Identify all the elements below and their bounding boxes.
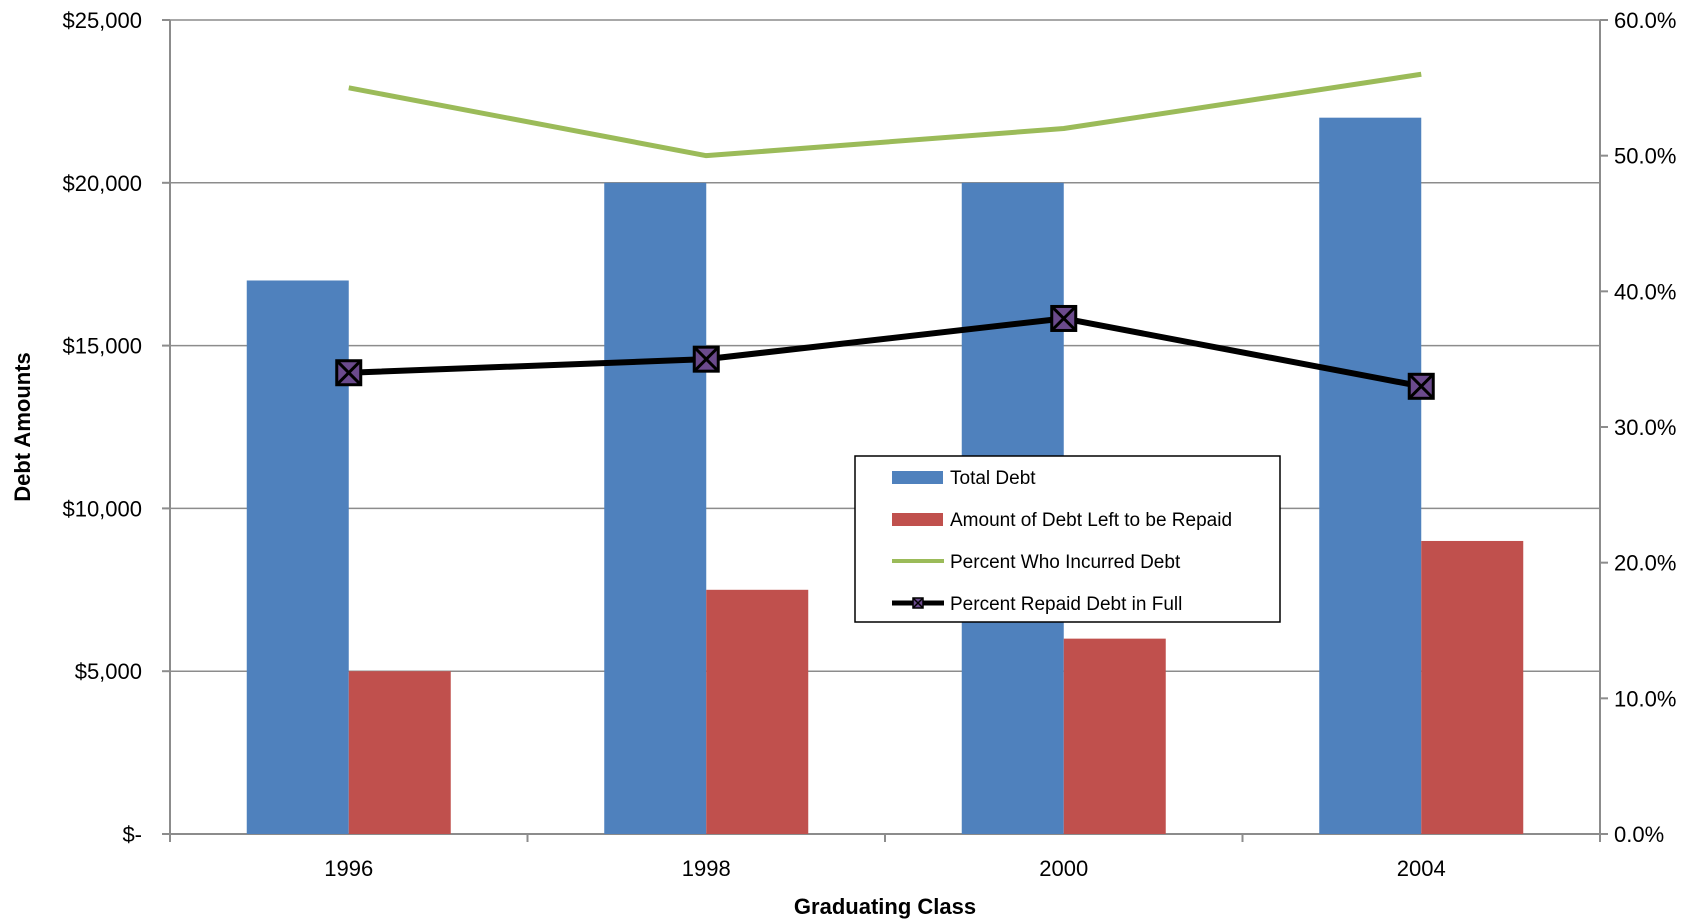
marker-x-percent-repaid-debt-in-full: [1050, 305, 1077, 332]
y2-tick-label: 20.0%: [1614, 551, 1676, 576]
legend-label-percent-repaid-debt-in-full: Percent Repaid Debt in Full: [950, 594, 1182, 615]
y-tick-label: $25,000: [62, 8, 142, 33]
x-tick-label: 1998: [682, 856, 731, 881]
y-tick-label: $15,000: [62, 334, 142, 359]
line-percent-repaid-debt-in-full: [348, 315, 1422, 390]
legend-label-percent-who-incurred-debt: Percent Who Incurred Debt: [950, 552, 1181, 573]
y-tick-label: $5,000: [75, 659, 142, 684]
bar-total-debt: [604, 182, 707, 835]
bar-total-debt: [246, 280, 349, 835]
y2-tick-label: 60.0%: [1614, 8, 1676, 33]
y2-tick-label: 10.0%: [1614, 686, 1676, 711]
legend-marker-x-percent-repaid-debt-in-full: [912, 597, 924, 609]
y2-tick-label: 40.0%: [1614, 279, 1676, 304]
marker-x-percent-repaid-debt-in-full: [1408, 373, 1435, 400]
y-tick-label: $20,000: [62, 171, 142, 196]
legend-swatch-amount-of-debt-left-to-be-repaid: [892, 513, 943, 526]
marker-x-percent-repaid-debt-in-full: [693, 346, 720, 373]
bar-amount-of-debt-left-to-be-repaid: [348, 671, 451, 834]
y-tick-label: $-: [122, 822, 142, 847]
x-axis-title: Graduating Class: [794, 894, 976, 919]
bar-amount-of-debt-left-to-be-repaid: [1063, 638, 1166, 834]
legend-label-amount-of-debt-left-to-be-repaid: Amount of Debt Left to be Repaid: [950, 510, 1232, 531]
x-tick-label: 2000: [1039, 856, 1088, 881]
y2-tick-label: 50.0%: [1614, 144, 1676, 169]
bar-amount-of-debt-left-to-be-repaid: [1421, 540, 1524, 834]
legend-swatch-total-debt: [892, 471, 943, 484]
y2-tick-label: 30.0%: [1614, 415, 1676, 440]
bar-total-debt: [1319, 117, 1422, 835]
line-percent-who-incurred-debt: [348, 71, 1422, 159]
bar-amount-of-debt-left-to-be-repaid: [706, 589, 809, 834]
y-axis-title: Debt Amounts: [10, 352, 35, 502]
x-tick-label: 2004: [1397, 856, 1446, 881]
legend-label-total-debt: Total Debt: [950, 468, 1036, 489]
marker-x-percent-repaid-debt-in-full: [335, 359, 362, 386]
y2-tick-label: 0.0%: [1614, 822, 1664, 847]
x-tick-label: 1996: [324, 856, 373, 881]
y-tick-label: $10,000: [62, 496, 142, 521]
